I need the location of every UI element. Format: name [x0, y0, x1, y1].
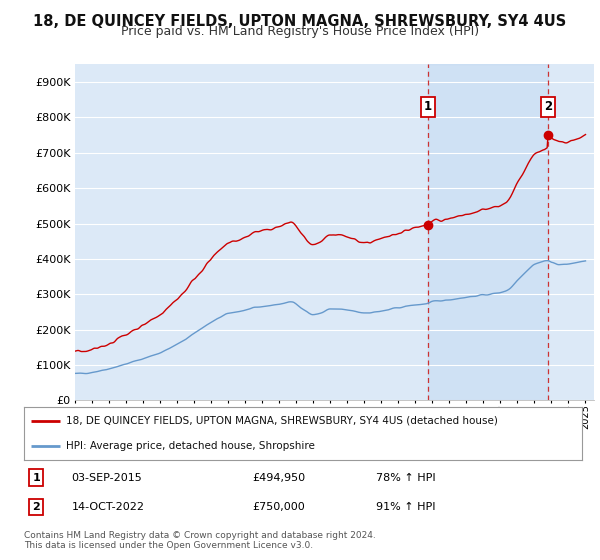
Text: 1: 1 — [32, 473, 40, 483]
Text: 1: 1 — [424, 100, 432, 113]
Text: 78% ↑ HPI: 78% ↑ HPI — [376, 473, 435, 483]
Text: Contains HM Land Registry data © Crown copyright and database right 2024.
This d: Contains HM Land Registry data © Crown c… — [24, 531, 376, 550]
Text: 2: 2 — [544, 100, 552, 113]
Text: £750,000: £750,000 — [253, 502, 305, 512]
Text: £494,950: £494,950 — [253, 473, 306, 483]
Text: 91% ↑ HPI: 91% ↑ HPI — [376, 502, 435, 512]
Bar — [428, 64, 548, 400]
Text: 18, DE QUINCEY FIELDS, UPTON MAGNA, SHREWSBURY, SY4 4US (detached house): 18, DE QUINCEY FIELDS, UPTON MAGNA, SHRE… — [66, 416, 498, 426]
Text: 14-OCT-2022: 14-OCT-2022 — [71, 502, 145, 512]
Text: Price paid vs. HM Land Registry's House Price Index (HPI): Price paid vs. HM Land Registry's House … — [121, 25, 479, 38]
Text: 03-SEP-2015: 03-SEP-2015 — [71, 473, 142, 483]
Text: HPI: Average price, detached house, Shropshire: HPI: Average price, detached house, Shro… — [66, 441, 315, 451]
Text: 18, DE QUINCEY FIELDS, UPTON MAGNA, SHREWSBURY, SY4 4US: 18, DE QUINCEY FIELDS, UPTON MAGNA, SHRE… — [34, 14, 566, 29]
Text: 2: 2 — [32, 502, 40, 512]
